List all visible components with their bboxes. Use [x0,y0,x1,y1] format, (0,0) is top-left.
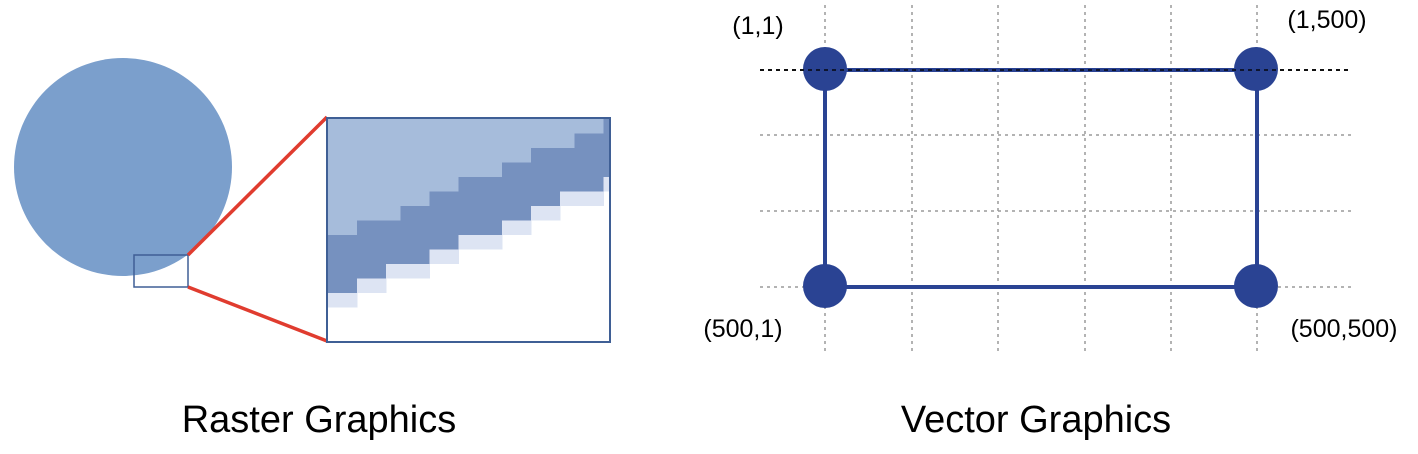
pixel-grid [328,119,609,308]
pixel-dark [444,191,459,250]
pixel-light [429,119,445,192]
pixel-edge [560,191,575,206]
pixel-dark [386,220,401,264]
pixel-dark [328,235,343,293]
zoom-source-box [133,254,189,288]
pixel-dark [342,235,358,293]
pixel-edge [458,235,474,250]
pixel-light [487,119,503,177]
pixel-edge [502,220,517,235]
zoom-connector-top [186,115,329,257]
pixel-dark [603,119,609,177]
pixel-edge [574,191,590,206]
pixel-dark [531,148,546,206]
pixel-light [342,119,358,235]
raster-panel: Raster Graphics [14,58,611,441]
corner-point-top-left [803,47,847,91]
pixel-edge [487,235,503,250]
zoom-frame [326,117,611,343]
pixel-dark [371,220,387,279]
pixel-dark [589,133,604,192]
pixel-edge [415,264,430,279]
pixel-dark [400,206,416,264]
pixel-dark [487,177,503,235]
pixel-dark [574,133,590,192]
pixel-light [516,119,532,163]
zoom-connector-bottom [187,285,328,343]
zoomed-pixels [328,119,609,341]
pixel-light [415,119,430,206]
pixel-edge [429,249,445,264]
coord-label-top-right: (1,500) [1287,6,1366,34]
coord-label-bottom-right: (500,500) [1290,315,1397,343]
pixel-dark [357,220,372,279]
pixel-light [371,119,387,221]
corner-point-bottom-right [1234,264,1278,308]
pixel-dark [415,206,430,264]
pixel-dark [560,148,575,192]
pixel-edge [473,235,488,250]
pixel-light [531,119,546,148]
pixel-edge [357,278,372,293]
pixel-dark [473,177,488,235]
pixel-edge [589,191,604,206]
pixel-light [386,119,401,221]
vector-panel: (1,1) (1,500) (500,1) (500,500) Vector G… [703,5,1398,441]
pixel-dark [458,177,474,235]
pixel-edge [603,177,609,192]
pixel-edge [342,293,358,308]
pixel-edge [545,206,561,221]
pixel-edge [531,206,546,221]
pixel-light [473,119,488,177]
pixel-edge [516,220,532,235]
pixel-light [560,119,575,148]
pixel-edge [371,278,387,293]
pixel-light [589,119,604,134]
raster-caption: Raster Graphics [182,399,457,441]
pixel-light [502,119,517,163]
pixel-light [444,119,459,192]
vector-caption: Vector Graphics [901,399,1171,441]
pixel-light [357,119,372,221]
pixel-edge [386,264,401,279]
pixel-dark [545,148,561,206]
raster-circle [14,58,232,276]
pixel-edge [328,293,343,308]
pixel-dark [502,162,517,221]
pixel-edge [444,249,459,264]
coord-label-top-left: (1,1) [732,12,783,40]
pixel-dark [516,162,532,221]
pixel-dark [429,191,445,250]
pixel-light [458,119,474,177]
pixel-edge [400,264,416,279]
pixel-light [400,119,416,206]
pixel-light [545,119,561,148]
coord-label-bottom-left: (500,1) [703,315,782,343]
pixel-light [574,119,590,134]
vector-rectangle [823,68,1259,289]
pixel-light [328,119,343,235]
corner-point-top-right [1234,47,1278,91]
corner-point-bottom-left [803,264,847,308]
